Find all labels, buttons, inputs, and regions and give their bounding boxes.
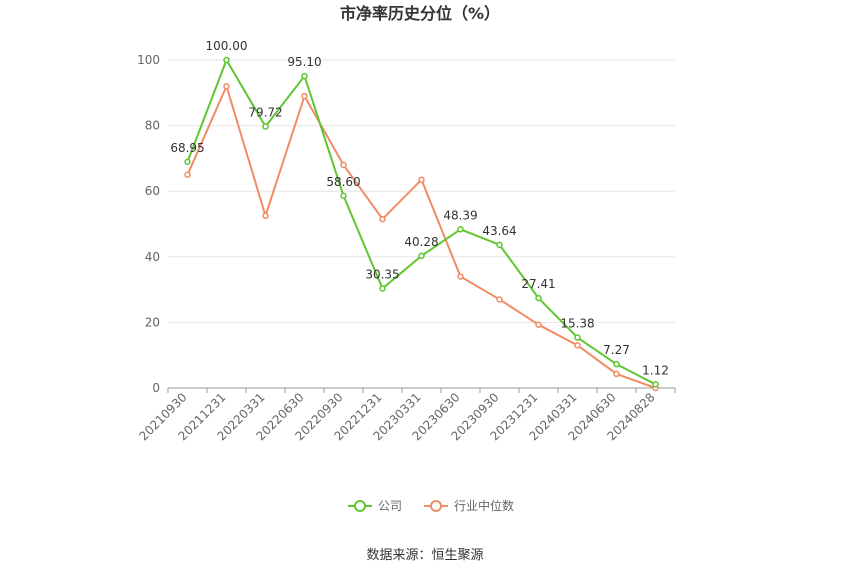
data-point [457, 273, 464, 280]
legend: 公司 行业中位数 [348, 498, 514, 513]
data-point [457, 226, 464, 233]
data-label: 7.27 [603, 343, 630, 357]
source-note: 数据来源：恒生聚源 [366, 548, 483, 563]
chart-title: 市净率历史分位（%） [340, 4, 500, 23]
data-point [496, 296, 503, 303]
data-label: 15.38 [560, 317, 594, 331]
y-tick-label: 40 [145, 250, 160, 264]
data-point [574, 342, 581, 349]
legend-marker [354, 500, 366, 512]
legend-label: 公司 [378, 499, 402, 513]
data-point [301, 92, 308, 100]
data-point [301, 72, 308, 80]
data-label: 79.72 [248, 106, 282, 120]
data-point [340, 161, 347, 169]
data-label: 40.28 [404, 235, 438, 249]
data-label: 100.00 [206, 39, 248, 53]
data-point [184, 171, 191, 179]
data-label: 58.60 [326, 175, 360, 189]
data-point [535, 294, 542, 302]
data-label: 68.95 [170, 141, 204, 155]
data-point [379, 215, 386, 223]
data-label: 27.41 [521, 277, 555, 291]
data-point [379, 285, 386, 292]
data-point [613, 360, 620, 368]
y-tick-label: 80 [145, 119, 160, 133]
grid-lines [168, 59, 675, 323]
data-point [223, 82, 230, 90]
data-labels: 68.95 100.00 79.72 95.10 58.60 30.35 40.28 48.3… [170, 39, 669, 377]
data-point [340, 192, 347, 200]
y-tick-label: 100 [137, 53, 160, 67]
x-axis: 2021093020211231202203312022063020220930… [137, 387, 676, 443]
data-point [418, 252, 425, 260]
data-point [652, 381, 659, 388]
data-point [574, 334, 581, 341]
data-point [535, 321, 542, 328]
data-label: 95.10 [287, 55, 321, 69]
y-tick-label: 0 [152, 381, 160, 395]
y-axis: 0 20 40 60 80 100 [137, 53, 160, 395]
data-label: 43.64 [482, 224, 516, 238]
data-label: 30.35 [365, 267, 399, 281]
data-point [223, 56, 230, 64]
y-tick-label: 60 [145, 184, 160, 198]
data-point [613, 370, 620, 378]
y-tick-label: 20 [145, 315, 160, 329]
data-point [262, 212, 269, 220]
data-point [418, 176, 425, 183]
legend-label: 行业中位数 [454, 498, 514, 513]
data-point [262, 123, 269, 130]
data-point [184, 158, 191, 166]
data-point [496, 241, 503, 249]
legend-marker [430, 500, 442, 512]
data-label: 1.12 [642, 363, 669, 377]
data-label: 48.39 [443, 208, 477, 222]
series-layer [184, 56, 659, 392]
